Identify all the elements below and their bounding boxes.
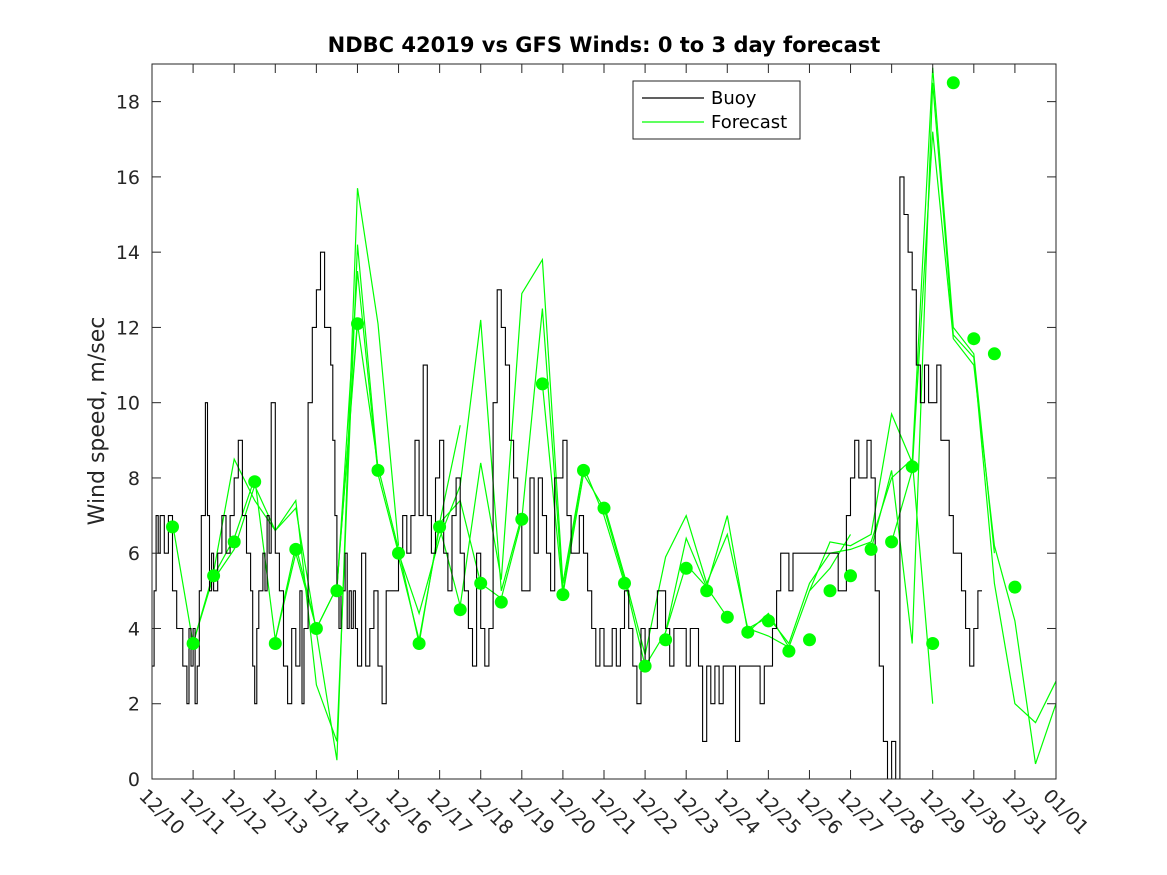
forecast-line-13 — [870, 82, 1057, 724]
forecast-marker — [679, 561, 693, 575]
forecast-marker — [946, 76, 960, 90]
forecast-marker — [761, 614, 775, 628]
forecast-line-14 — [891, 131, 1057, 765]
forecast-marker — [741, 625, 755, 639]
chart-title: NDBC 42019 vs GFS Winds: 0 to 3 day fore… — [328, 33, 881, 57]
y-tick-label: 8 — [128, 468, 140, 490]
forecast-marker — [309, 622, 323, 635]
forecast-marker — [967, 332, 981, 346]
forecast-marker — [885, 535, 899, 549]
forecast-marker — [577, 463, 590, 477]
forecast-marker — [556, 588, 570, 602]
forecast-marker — [1008, 580, 1022, 594]
forecast-marker — [207, 569, 221, 583]
forecast-marker — [248, 475, 262, 489]
forecast-marker — [803, 633, 816, 647]
forecast-marker — [166, 520, 179, 534]
forecast-line-6 — [397, 257, 585, 640]
legend-label-forecast: Forecast — [711, 112, 787, 133]
forecast-marker — [268, 637, 282, 650]
forecast-marker — [330, 584, 344, 598]
y-tick-label: 16 — [116, 167, 140, 189]
forecast-marker — [392, 546, 405, 560]
forecast-line-5 — [336, 270, 523, 616]
forecast-marker — [638, 659, 652, 673]
forecast-marker — [597, 501, 611, 515]
forecast-marker — [289, 542, 303, 556]
y-tick-label: 4 — [128, 618, 140, 640]
forecast-marker — [618, 576, 631, 590]
forecast-marker — [905, 460, 919, 474]
y-axis-label: Wind speed, m/sec — [85, 317, 110, 526]
forecast-marker — [227, 535, 241, 549]
legend-label-buoy: Buoy — [711, 88, 757, 109]
forecast-marker — [371, 463, 385, 477]
y-tick-label: 2 — [128, 694, 140, 716]
forecast-marker — [474, 576, 488, 590]
forecast-marker — [720, 610, 734, 624]
y-tick-label: 6 — [128, 543, 140, 565]
forecast-marker — [494, 595, 508, 609]
forecast-marker — [823, 584, 837, 598]
forecast-marker — [700, 584, 714, 598]
forecast-marker — [535, 377, 549, 391]
forecast-marker — [412, 637, 426, 650]
forecast-marker — [351, 317, 364, 331]
y-tick-label: 12 — [116, 317, 140, 339]
forecast-line-12 — [808, 67, 995, 592]
legend: Buoy Forecast — [632, 80, 801, 140]
y-tick-label: 10 — [116, 393, 140, 415]
forecast-line-9 — [603, 504, 790, 655]
forecast-marker — [515, 512, 529, 526]
forecast-marker — [659, 633, 673, 647]
forecast-marker — [864, 542, 878, 556]
forecast-marker — [926, 637, 940, 650]
y-tick-label: 0 — [128, 769, 140, 791]
forecast-marker — [844, 569, 857, 583]
series-layer — [152, 67, 1057, 780]
forecast-marker — [433, 520, 447, 534]
forecast-line-11 — [747, 457, 934, 704]
forecast-marker — [453, 603, 467, 617]
forecast-marker — [186, 637, 200, 650]
forecast-marker — [782, 644, 796, 658]
y-tick-label: 18 — [116, 92, 140, 114]
forecast-line-3 — [213, 188, 400, 761]
y-tick-label: 14 — [116, 242, 140, 264]
buoy-line — [152, 176, 982, 780]
forecast-line-8 — [541, 383, 728, 668]
legend-box — [632, 80, 801, 140]
forecast-marker — [987, 347, 1001, 361]
